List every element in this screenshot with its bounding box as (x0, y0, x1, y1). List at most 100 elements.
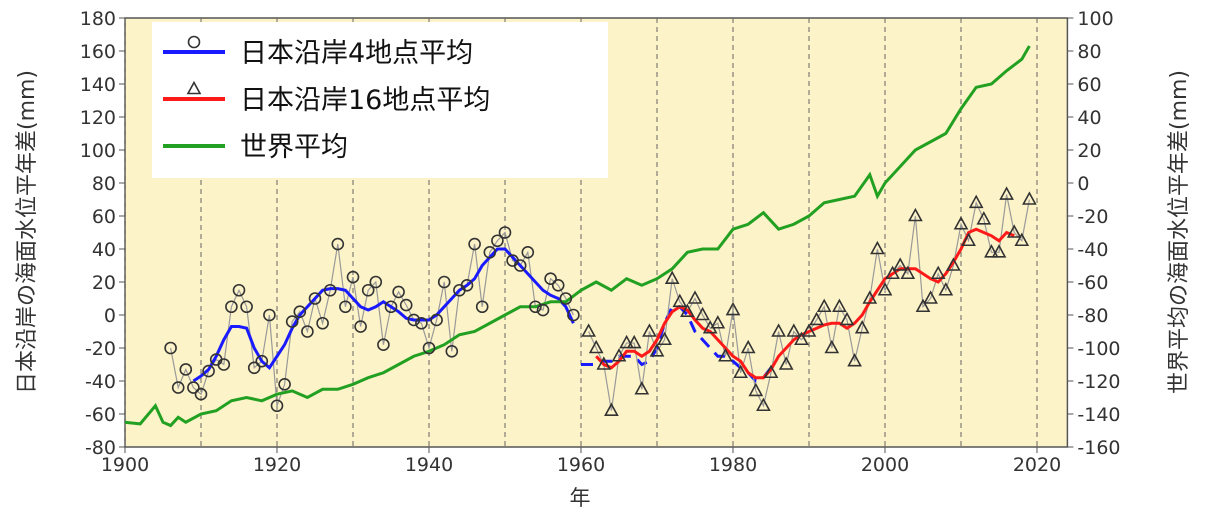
marker (384, 300, 398, 314)
y2-tick-label: -140 (1077, 404, 1120, 426)
x-tick-label: 1940 (405, 454, 453, 476)
marker (346, 270, 360, 284)
y-tick-label: -80 (85, 437, 116, 459)
y2-tick-label: 100 (1077, 8, 1113, 30)
marker (202, 364, 215, 378)
marker (186, 80, 202, 95)
marker (771, 323, 786, 337)
series-line (124, 45, 1031, 428)
y-tick-label: 20 (92, 272, 116, 294)
marker (498, 226, 512, 239)
y-tick-label: 0 (104, 305, 116, 327)
marker (430, 313, 443, 327)
marker (399, 298, 413, 312)
marker (968, 194, 984, 209)
marker (710, 315, 726, 329)
y2-tick-label: 60 (1077, 74, 1101, 96)
marker (809, 311, 824, 326)
marker (794, 331, 809, 346)
y-tick-label: 180 (80, 8, 116, 30)
marker (847, 353, 862, 367)
marker (725, 301, 741, 316)
marker (567, 308, 580, 322)
marker (984, 244, 999, 258)
x-tick-label: 1920 (253, 454, 301, 476)
x-tick-label: 1980 (709, 454, 757, 476)
y-tick-label: 40 (92, 239, 116, 261)
marker (225, 300, 238, 314)
y-tick-label: 80 (92, 173, 116, 195)
y2-axis-label: 世界平均の海面水位平年差(mm) (1167, 70, 1192, 394)
marker (877, 282, 893, 296)
marker (247, 361, 261, 375)
marker (536, 303, 550, 317)
marker (513, 259, 527, 272)
marker (339, 300, 352, 314)
marker (171, 381, 185, 394)
marker (278, 377, 291, 391)
series-line (192, 247, 575, 383)
marker (961, 232, 976, 247)
marker (870, 240, 885, 255)
marker (634, 381, 650, 395)
marker (1006, 224, 1022, 238)
y-tick-label: -20 (85, 338, 116, 360)
y2-tick-label: -100 (1077, 338, 1120, 360)
marker (786, 323, 802, 337)
marker (976, 211, 992, 225)
marker (187, 35, 201, 49)
marker (626, 334, 642, 349)
y-tick-label: 140 (80, 74, 116, 96)
marker (1022, 191, 1037, 205)
marker (930, 265, 946, 280)
y-tick-label: 60 (92, 206, 116, 228)
marker (733, 364, 748, 379)
marker (377, 338, 390, 352)
marker (604, 402, 619, 416)
marker (369, 275, 383, 289)
marker (475, 300, 489, 314)
marker (415, 316, 428, 330)
marker (756, 397, 771, 412)
y-tick-label: 120 (80, 107, 116, 129)
marker (255, 354, 269, 368)
y2-tick-label: -60 (1077, 272, 1108, 294)
marker (323, 283, 337, 297)
marker (938, 282, 954, 296)
marker (854, 320, 870, 334)
marker (544, 272, 557, 286)
y2-tick-label: 20 (1077, 140, 1101, 162)
marker (596, 356, 612, 370)
marker (354, 320, 367, 333)
marker (316, 316, 329, 330)
y-tick-label: 160 (80, 41, 116, 63)
marker (946, 257, 961, 271)
marker (392, 285, 405, 299)
x-tick-label: 2020 (1013, 454, 1061, 476)
y-tick-label: -40 (85, 371, 116, 393)
marker (832, 298, 847, 313)
marker (862, 290, 878, 304)
y-axis-label: 日本沿岸の海面水位平年差(mm) (15, 70, 40, 394)
marker (824, 339, 840, 354)
marker (581, 323, 596, 337)
marker (657, 331, 672, 346)
marker (588, 339, 604, 354)
legend-label: 世界平均 (240, 132, 348, 163)
marker (301, 325, 314, 338)
marker (187, 381, 200, 394)
legend-label: 日本沿岸16地点平均 (240, 85, 490, 116)
x-axis-label: 年 (570, 486, 591, 510)
marker (270, 399, 284, 413)
marker (529, 300, 542, 314)
y2-tick-label: -120 (1077, 371, 1120, 393)
marker (763, 364, 779, 379)
marker (687, 290, 703, 304)
marker (801, 323, 817, 337)
marker (240, 300, 253, 314)
marker (217, 358, 231, 371)
marker (695, 306, 710, 321)
marker (953, 216, 969, 230)
marker (263, 308, 276, 322)
